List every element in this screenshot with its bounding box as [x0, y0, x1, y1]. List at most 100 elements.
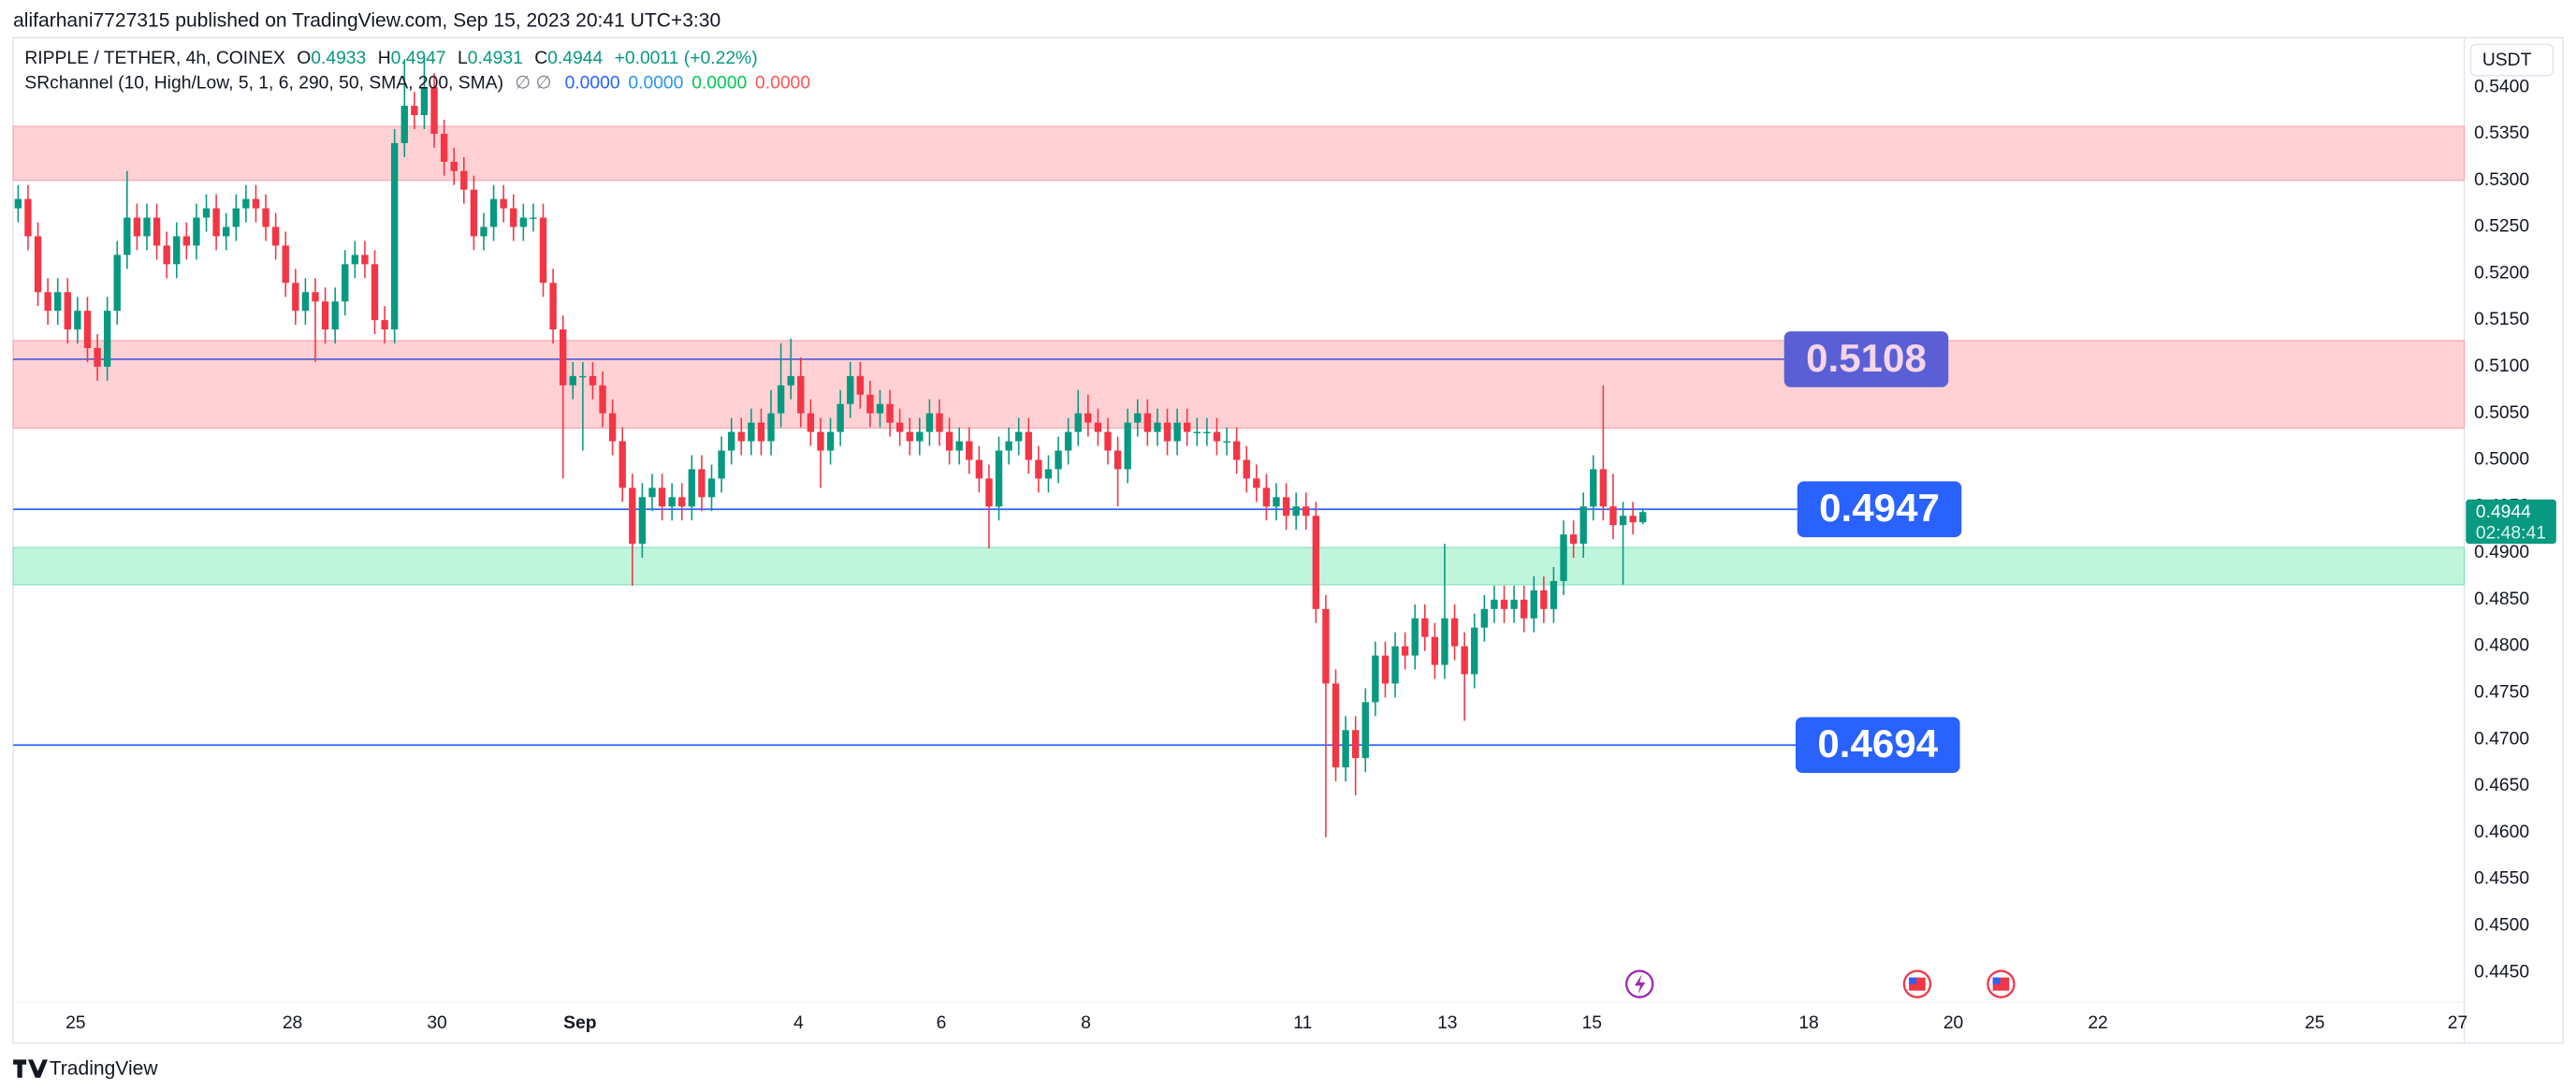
low-label: L	[458, 49, 468, 68]
candle-body	[718, 450, 725, 479]
candle-body	[579, 375, 587, 378]
level-label: 0.5108	[1806, 336, 1927, 380]
candle-body	[83, 311, 92, 348]
candle-body	[1619, 516, 1627, 526]
candle-body	[371, 264, 379, 321]
candle-body	[460, 170, 468, 190]
y-tick-label: 0.5300	[2474, 170, 2529, 190]
candle-body	[391, 142, 399, 330]
candle-body	[886, 403, 894, 423]
candle-body	[420, 87, 429, 116]
y-tick-label: 0.4650	[2474, 776, 2529, 795]
candle-body	[1361, 702, 1369, 759]
high-label: H	[378, 49, 391, 68]
x-tick-label: Sep	[563, 1013, 596, 1033]
candle-body	[1035, 459, 1042, 479]
candle-body	[1411, 618, 1419, 656]
candle-body	[787, 375, 794, 386]
candle-body	[569, 375, 576, 386]
candle-body	[440, 133, 448, 162]
candle-body	[331, 301, 339, 330]
y-tick-label: 0.4600	[2474, 823, 2529, 842]
x-tick-label: 18	[1798, 1013, 1818, 1033]
high-value: 0.4947	[391, 49, 446, 68]
candle-body	[1629, 516, 1637, 523]
candle-body	[748, 422, 755, 442]
close-label: C	[534, 49, 547, 68]
candle-body	[668, 497, 676, 507]
candle-body	[1401, 646, 1409, 656]
candle-body	[1471, 627, 1478, 675]
candle-body	[1332, 683, 1340, 768]
indicator-legend: SRchannel (10, High/Low, 5, 1, 6, 290, 5…	[24, 74, 810, 94]
candle-body	[995, 450, 1003, 507]
candle-body	[44, 292, 51, 312]
candle-body	[906, 431, 913, 442]
zones	[12, 125, 2466, 586]
candle-body	[876, 403, 884, 414]
y-tick-label: 0.4850	[2474, 590, 2529, 609]
candle-body	[1163, 422, 1172, 442]
candle-body	[757, 422, 765, 442]
candle-body	[113, 255, 121, 312]
candle-body	[103, 311, 111, 367]
candle-body	[1530, 590, 1537, 619]
candle-body	[767, 413, 775, 442]
candle-body	[1232, 441, 1241, 460]
candle-body	[1431, 636, 1439, 665]
candle-body	[1520, 599, 1528, 619]
sr-zone	[12, 546, 2466, 586]
y-tick-label: 0.5350	[2474, 124, 2529, 143]
candle-body	[262, 208, 269, 227]
level-labels: 0.5108 0.4947 0.4694	[1783, 331, 1962, 774]
brand: TradingView	[50, 1058, 159, 1080]
candle-body	[1372, 655, 1379, 703]
candle-body	[54, 292, 62, 312]
candle-body	[966, 441, 973, 460]
candle-body	[856, 375, 864, 395]
indicator-value: 0.0000	[691, 74, 747, 94]
candle-body	[1143, 413, 1152, 432]
candle-body	[500, 198, 507, 209]
level-label-box	[1783, 331, 1949, 387]
candle-body	[925, 413, 934, 432]
candle-body	[658, 488, 666, 507]
candle-body	[1282, 497, 1290, 517]
candle-body	[1292, 506, 1300, 517]
x-tick-label: 4	[793, 1013, 804, 1033]
candle-body	[480, 226, 488, 237]
candle-body	[1064, 431, 1072, 451]
candle-body	[955, 441, 963, 451]
candle-body	[74, 311, 81, 330]
candle-body	[430, 87, 438, 134]
brand-logo	[13, 1059, 48, 1078]
candle-body	[638, 497, 647, 545]
candle-body	[1599, 469, 1608, 507]
candle-body	[559, 329, 567, 386]
candle-body	[351, 255, 359, 265]
candle-body	[688, 469, 696, 507]
candle-body	[342, 264, 349, 302]
candle-body	[1015, 431, 1023, 442]
y-tick-label: 0.5150	[2474, 310, 2529, 329]
x-tick-label: 25	[65, 1013, 85, 1033]
x-tick-label: 25	[2305, 1013, 2324, 1033]
y-tick-label: 0.5200	[2474, 263, 2529, 283]
indicator-icons: ∅ ∅	[515, 74, 551, 94]
candle-body	[94, 347, 101, 367]
lightning-glyph	[1634, 974, 1646, 995]
candle-body	[916, 431, 924, 442]
candle-body	[321, 301, 329, 330]
candle-body	[1113, 450, 1122, 470]
currency-box[interactable]	[2469, 43, 2554, 77]
candle-body	[381, 320, 388, 330]
candle-body	[64, 292, 71, 330]
y-tick-label: 0.4800	[2474, 636, 2529, 656]
candle-body	[1213, 431, 1221, 442]
candle-body	[1461, 646, 1468, 675]
y-tick-label: 0.4750	[2474, 683, 2529, 703]
candle-body	[1084, 413, 1092, 423]
candle-body	[143, 217, 151, 237]
candles	[14, 57, 1647, 837]
x-tick-label: 20	[1943, 1013, 1963, 1033]
